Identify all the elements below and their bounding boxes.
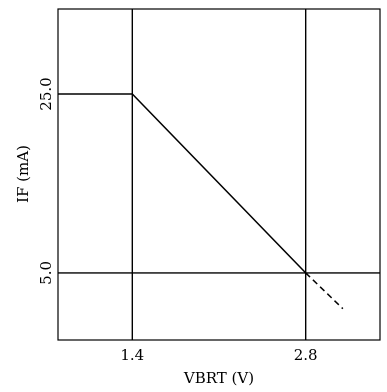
reference-lines <box>58 9 380 340</box>
y-tick-label: 25.0 <box>37 77 55 110</box>
y-axis-label: IF (mA) <box>14 145 32 203</box>
characteristic-line <box>58 93 307 274</box>
x-tick-label: 2.8 <box>294 346 318 364</box>
series-lines <box>58 93 344 310</box>
plot-frame <box>57 8 381 341</box>
y-tick-label: 5.0 <box>37 261 55 285</box>
y-tick-labels: 5.0 25.0 <box>37 77 55 285</box>
x-tick-labels: 1.4 2.8 <box>120 346 317 364</box>
x-axis-label: VBRT (V) <box>183 369 254 387</box>
dashed-extension-line <box>305 272 344 310</box>
x-tick-label: 1.4 <box>120 346 144 364</box>
